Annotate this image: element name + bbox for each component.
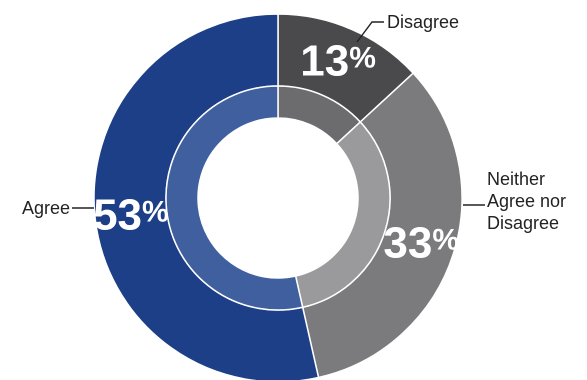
labels-group: 13% 33% 53% Disagree Neither Agree nor Disagre… xyxy=(22,12,566,268)
category-label-neither-agree-nor-disagree: Neither Agree nor Disagree xyxy=(487,169,566,233)
slices-group xyxy=(93,13,463,380)
category-label-agree: Agree xyxy=(22,198,70,218)
slice-inner-ring-agree xyxy=(165,85,304,311)
value-label-agree: 53% xyxy=(93,190,169,239)
value-label-disagree: 13% xyxy=(300,37,376,86)
leader-lines-group xyxy=(72,21,485,209)
value-label-neither-agree-nor-disagree: 33% xyxy=(383,219,459,268)
category-label-disagree: Disagree xyxy=(387,12,459,32)
leader-line-disagree xyxy=(356,21,384,43)
